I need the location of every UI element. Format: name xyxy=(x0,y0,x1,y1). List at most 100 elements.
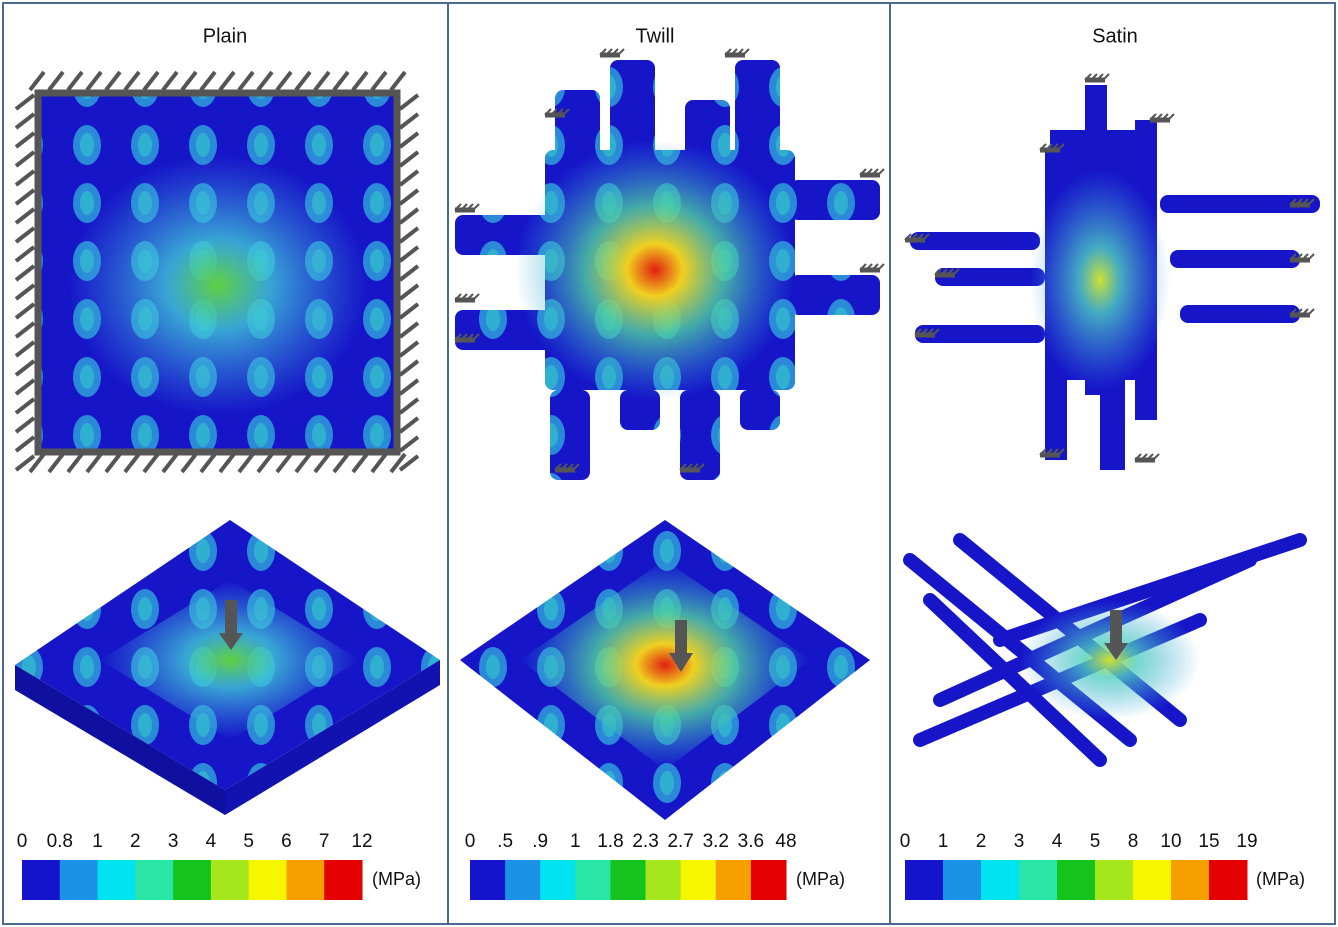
hatch xyxy=(400,228,418,242)
hatch xyxy=(125,454,139,472)
hatch xyxy=(182,454,196,472)
hatch xyxy=(16,361,34,375)
panel-title: Plain xyxy=(203,25,247,47)
colorbar-label: 0.8 xyxy=(47,831,73,852)
hatch xyxy=(391,72,405,90)
hatch xyxy=(125,72,139,90)
colorbar-swatch xyxy=(60,860,98,900)
hatch xyxy=(400,171,418,185)
colorbar-swatch xyxy=(286,860,324,900)
twill-yarn xyxy=(680,390,720,480)
load-arrow xyxy=(675,620,687,655)
colorbar-swatch xyxy=(646,860,682,900)
hatch xyxy=(334,72,348,90)
colorbar-swatch xyxy=(211,860,249,900)
colorbar-swatch xyxy=(905,860,944,900)
hatch xyxy=(315,72,329,90)
hatch xyxy=(16,152,34,166)
support-hatch xyxy=(473,294,479,300)
colorbar-label: 7 xyxy=(319,831,330,852)
hatch xyxy=(16,209,34,223)
support-hatch xyxy=(1308,254,1314,260)
hatch xyxy=(400,285,418,299)
support-hatch xyxy=(1308,309,1314,315)
hatch xyxy=(68,454,82,472)
colorbar-label: .9 xyxy=(532,831,548,852)
twill-yarn xyxy=(790,275,880,315)
support-hatch xyxy=(878,264,884,270)
hatch xyxy=(16,133,34,147)
colorbar-label: 5 xyxy=(1090,831,1101,852)
colorbar-label: 15 xyxy=(1198,831,1219,852)
colorbar-swatch xyxy=(981,860,1020,900)
hatch xyxy=(296,72,310,90)
colorbar-swatch xyxy=(135,860,173,900)
twill-yarn xyxy=(555,90,600,160)
hatch xyxy=(49,72,63,90)
colorbar-label: 2.7 xyxy=(667,831,693,852)
hatch xyxy=(400,133,418,147)
hatch xyxy=(372,454,386,472)
hatch xyxy=(400,399,418,413)
page: {"panels": [ {"title": "Plain", "legend"… xyxy=(0,0,1338,927)
colorbar-label: 3 xyxy=(1014,831,1025,852)
colorbar-swatch xyxy=(1095,860,1134,900)
support-hatch xyxy=(878,169,884,175)
hatch xyxy=(163,454,177,472)
hatch xyxy=(277,72,291,90)
hatch xyxy=(144,72,158,90)
hatch xyxy=(353,72,367,90)
colorbar-label: 48 xyxy=(775,831,796,852)
stress-field xyxy=(515,140,795,400)
colorbar-label: 2 xyxy=(976,831,987,852)
hatch xyxy=(220,72,234,90)
colorbar-label: 10 xyxy=(1160,831,1181,852)
colorbar-swatch xyxy=(1019,860,1058,900)
hatch xyxy=(16,114,34,128)
hatch xyxy=(16,304,34,318)
hatch xyxy=(258,454,272,472)
satin-weft xyxy=(1180,305,1300,323)
hatch xyxy=(400,190,418,204)
colorbar-swatch xyxy=(324,860,362,900)
colorbar-swatch xyxy=(943,860,982,900)
colorbar-label: 5 xyxy=(243,831,254,852)
hatch xyxy=(372,72,386,90)
load-arrow xyxy=(225,600,237,635)
hatch xyxy=(16,437,34,451)
hatch xyxy=(49,454,63,472)
stress-field xyxy=(68,155,368,415)
colorbar-swatch xyxy=(610,860,646,900)
colorbar-swatch xyxy=(540,860,576,900)
hatch xyxy=(400,418,418,432)
twill-yarn xyxy=(740,390,780,430)
colorbar-unit: (MPa) xyxy=(1256,869,1305,889)
hatch xyxy=(315,454,329,472)
hatch xyxy=(182,72,196,90)
stress-field xyxy=(1030,170,1170,390)
hatch xyxy=(201,72,215,90)
figure: Plain00.8123456712(MPa)Twill0.5.911.82.3… xyxy=(0,0,1338,927)
hatch xyxy=(16,190,34,204)
colorbar-label: 2.3 xyxy=(632,831,658,852)
support-hatch xyxy=(618,49,624,55)
hatch xyxy=(400,304,418,318)
hatch xyxy=(400,209,418,223)
colorbar-label: 3.2 xyxy=(703,831,729,852)
hatch xyxy=(296,454,310,472)
colorbar-swatch xyxy=(22,860,60,900)
hatch xyxy=(87,72,101,90)
colorbar-label: 8 xyxy=(1128,831,1139,852)
colorbar-swatch xyxy=(716,860,752,900)
hatch xyxy=(239,72,253,90)
hatch xyxy=(16,171,34,185)
hatch xyxy=(400,95,418,109)
hatch xyxy=(16,266,34,280)
hatch xyxy=(106,72,120,90)
hatch xyxy=(277,454,291,472)
hatch xyxy=(16,380,34,394)
colorbar-swatch xyxy=(173,860,211,900)
hatch xyxy=(239,454,253,472)
hatch xyxy=(87,454,101,472)
colorbar-label: 19 xyxy=(1236,831,1257,852)
